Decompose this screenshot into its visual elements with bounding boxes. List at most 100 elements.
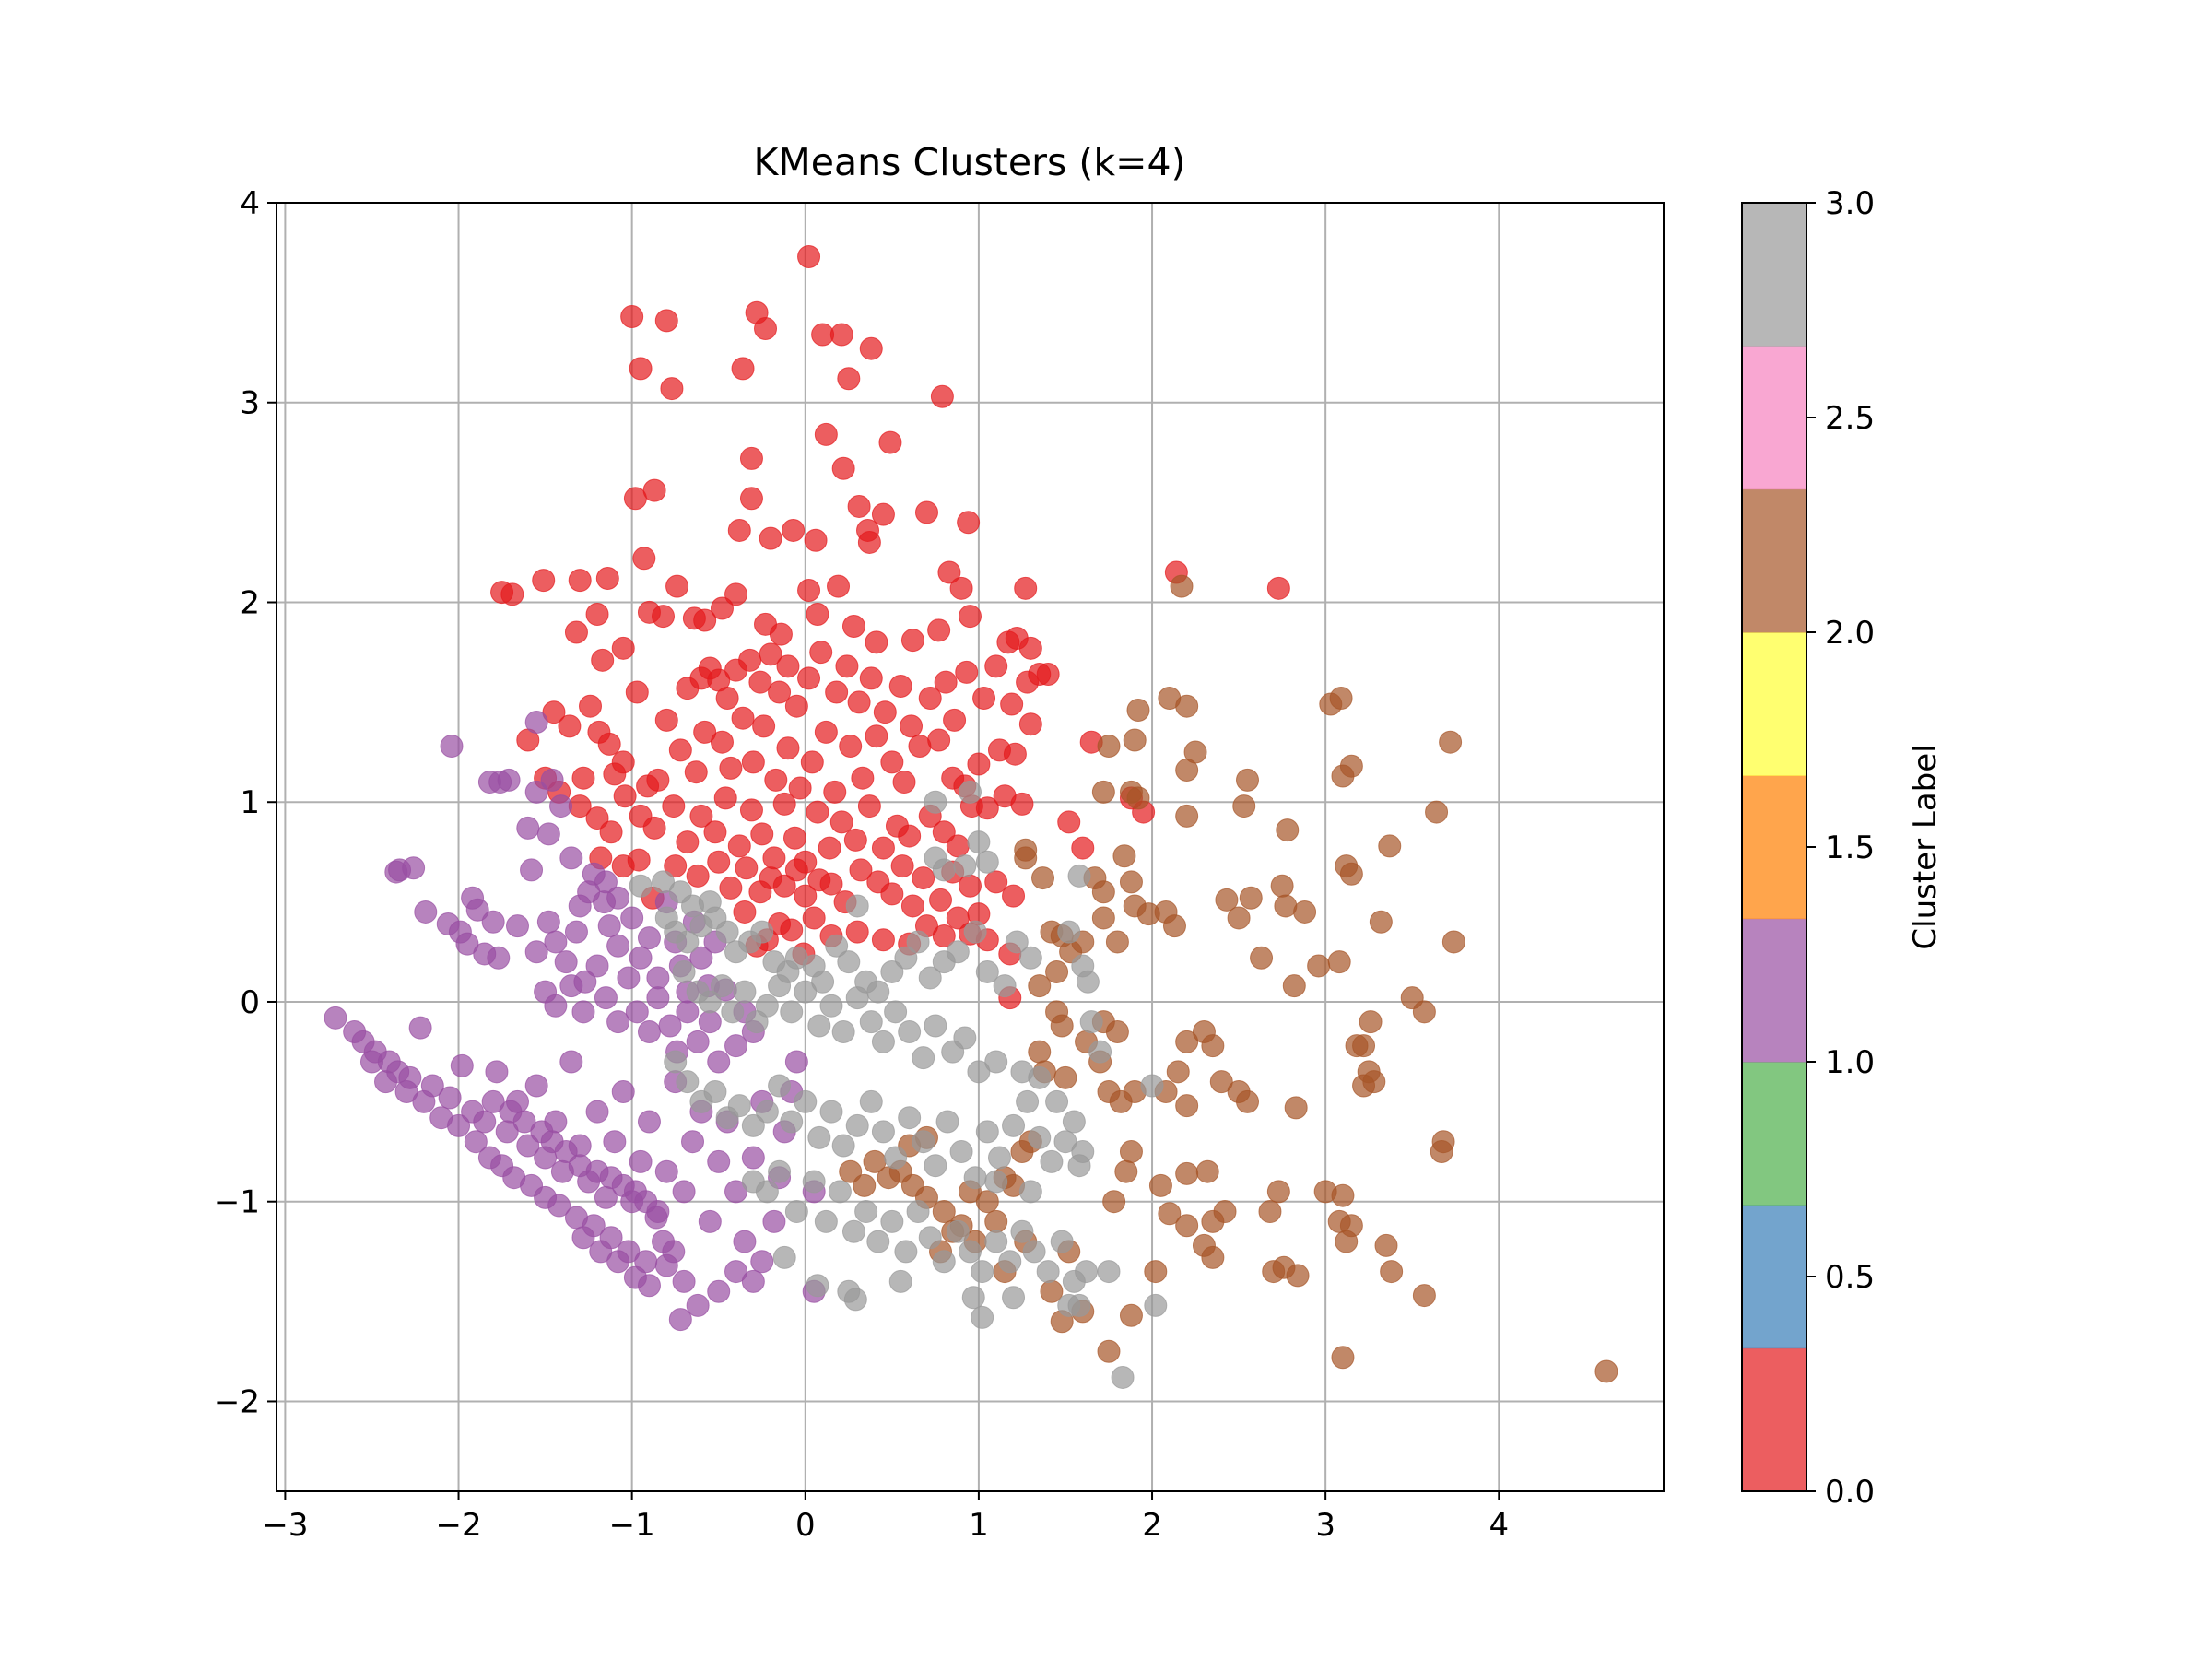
data-point-cluster-0 — [772, 874, 796, 898]
colorbar-tick-label: 0.5 — [1825, 1259, 1875, 1296]
data-point-cluster-2 — [1369, 910, 1393, 934]
data-point-cluster-1 — [481, 910, 505, 934]
data-point-cluster-3 — [1111, 1365, 1135, 1389]
data-point-cluster-3 — [963, 1166, 987, 1190]
data-point-cluster-1 — [394, 1080, 418, 1104]
data-point-cluster-2 — [1201, 1034, 1225, 1058]
data-point-cluster-0 — [937, 560, 961, 584]
data-point-cluster-1 — [374, 1070, 398, 1094]
data-point-cluster-0 — [642, 816, 666, 840]
data-point-cluster-3 — [715, 920, 739, 944]
data-point-cluster-3 — [807, 1014, 831, 1038]
data-point-cluster-2 — [1327, 950, 1351, 974]
y-tick-label: −2 — [214, 1383, 260, 1420]
data-point-cluster-1 — [571, 1000, 595, 1024]
data-point-cluster-0 — [776, 654, 800, 678]
colorbar-tick-label: 2.0 — [1825, 615, 1875, 652]
data-point-cluster-1 — [564, 920, 588, 944]
data-point-cluster-3 — [935, 1110, 959, 1134]
x-tick-label: 4 — [1488, 1507, 1509, 1544]
data-point-cluster-0 — [710, 730, 734, 754]
data-point-cluster-0 — [918, 687, 942, 711]
data-point-cluster-3 — [794, 980, 818, 1004]
data-point-cluster-0 — [843, 828, 867, 852]
data-point-cluster-0 — [984, 870, 1008, 894]
data-point-cluster-1 — [559, 974, 583, 998]
data-point-cluster-1 — [485, 1060, 509, 1084]
data-point-cluster-0 — [784, 858, 808, 882]
data-point-cluster-0 — [943, 708, 967, 732]
data-point-cluster-1 — [707, 1279, 731, 1303]
data-point-cluster-0 — [611, 636, 635, 660]
data-point-cluster-3 — [888, 1269, 912, 1293]
data-point-cluster-0 — [710, 596, 734, 620]
data-point-cluster-3 — [710, 974, 734, 998]
data-point-cluster-3 — [967, 1060, 991, 1084]
data-point-cluster-0 — [668, 738, 692, 762]
data-point-cluster-3 — [984, 1170, 1008, 1194]
data-point-cluster-2 — [1053, 1065, 1077, 1089]
data-point-cluster-2 — [1050, 1014, 1074, 1038]
data-point-cluster-2 — [1339, 862, 1363, 886]
data-point-cluster-0 — [611, 750, 635, 774]
data-point-cluster-1 — [741, 1146, 765, 1170]
data-point-cluster-3 — [906, 1200, 930, 1224]
data-point-cluster-3 — [1088, 1040, 1112, 1064]
data-point-cluster-0 — [579, 694, 603, 718]
data-point-cluster-1 — [698, 1010, 722, 1034]
data-point-cluster-3 — [918, 1226, 942, 1250]
data-point-cluster-0 — [900, 894, 924, 918]
data-point-cluster-3 — [819, 1100, 843, 1124]
data-point-cluster-1 — [593, 890, 617, 914]
data-point-cluster-1 — [544, 994, 568, 1018]
data-point-cluster-3 — [1057, 920, 1081, 944]
y-axis: −2 −1 0 1 2 3 4 — [214, 185, 276, 1420]
data-point-cluster-1 — [672, 1269, 696, 1293]
data-point-cluster-2 — [1232, 794, 1256, 818]
data-point-cluster-0 — [741, 750, 765, 774]
data-point-cluster-0 — [788, 776, 812, 800]
data-point-cluster-1 — [516, 816, 540, 840]
data-point-cluster-3 — [672, 959, 696, 983]
data-point-cluster-3 — [772, 1245, 796, 1269]
data-point-cluster-3 — [780, 1110, 804, 1134]
data-point-cluster-1 — [620, 906, 644, 930]
data-point-cluster-3 — [975, 850, 999, 874]
data-point-cluster-0 — [898, 824, 922, 848]
data-point-cluster-0 — [500, 582, 524, 606]
data-point-cluster-1 — [589, 1240, 613, 1264]
data-point-cluster-0 — [851, 766, 875, 790]
data-point-cluster-0 — [814, 422, 838, 446]
data-point-cluster-2 — [1270, 874, 1294, 898]
data-point-cluster-2 — [1119, 870, 1143, 894]
data-point-cluster-2 — [1175, 804, 1199, 828]
data-point-cluster-3 — [825, 934, 849, 958]
data-point-cluster-0 — [735, 856, 759, 880]
colorbar-tick-label: 1.0 — [1825, 1044, 1875, 1081]
data-point-cluster-3 — [828, 1180, 852, 1204]
data-point-cluster-0 — [880, 750, 904, 774]
data-point-cluster-3 — [676, 930, 700, 954]
data-point-cluster-1 — [689, 946, 713, 970]
data-point-cluster-1 — [414, 900, 438, 924]
data-point-cluster-1 — [762, 1209, 786, 1233]
data-point-cluster-0 — [1000, 692, 1024, 716]
data-point-cluster-1 — [686, 1293, 710, 1317]
data-point-cluster-0 — [823, 780, 847, 804]
data-point-cluster-1 — [536, 822, 560, 846]
data-point-cluster-3 — [866, 1230, 890, 1253]
colorbar-segment — [1742, 632, 1806, 776]
data-point-cluster-3 — [703, 1080, 727, 1104]
data-point-cluster-3 — [924, 1154, 947, 1178]
data-point-cluster-0 — [750, 822, 774, 846]
data-point-cluster-0 — [613, 784, 637, 808]
data-point-cluster-2 — [1239, 886, 1263, 910]
data-point-cluster-2 — [1213, 1200, 1237, 1224]
data-point-cluster-3 — [819, 994, 843, 1018]
data-point-cluster-0 — [1036, 663, 1060, 687]
data-point-cluster-0 — [754, 317, 778, 341]
colorbar-tick-label: 1.5 — [1825, 830, 1875, 866]
data-point-cluster-2 — [853, 1173, 877, 1197]
data-point-cluster-3 — [975, 1120, 999, 1144]
